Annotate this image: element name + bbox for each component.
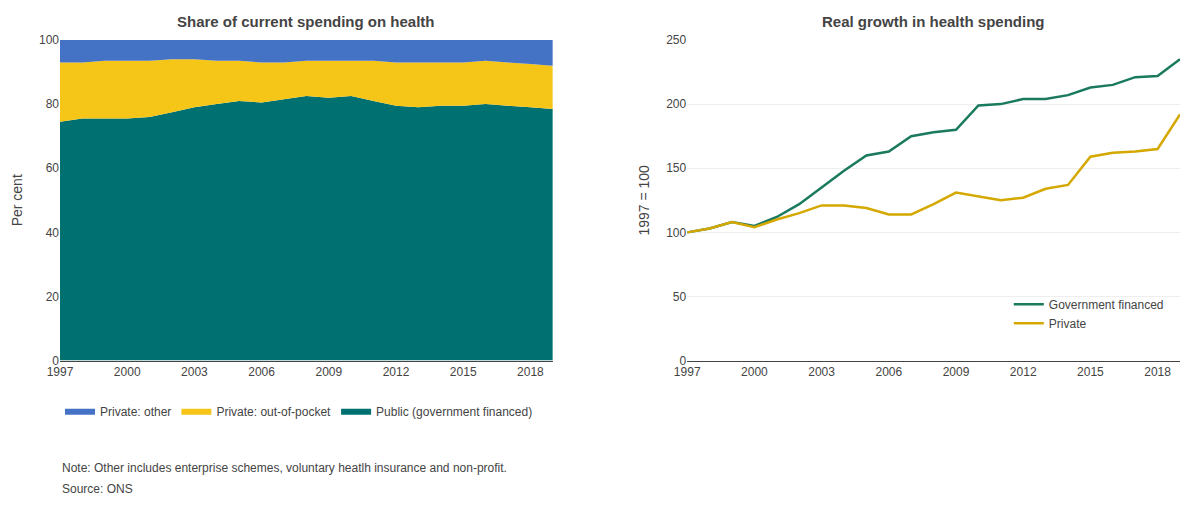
svg-text:2006: 2006 — [248, 365, 275, 379]
svg-text:80: 80 — [46, 97, 60, 111]
svg-text:Private: other: Private: other — [100, 405, 171, 419]
svg-text:50: 50 — [673, 290, 687, 304]
svg-text:2003: 2003 — [808, 365, 835, 379]
svg-text:Share of current spending on h: Share of current spending on health — [177, 13, 435, 30]
svg-text:200: 200 — [666, 97, 686, 111]
svg-text:Real growth in health spending: Real growth in health spending — [822, 13, 1045, 30]
svg-text:100: 100 — [39, 33, 59, 47]
svg-text:2003: 2003 — [181, 365, 208, 379]
svg-text:0: 0 — [52, 354, 59, 368]
svg-text:2012: 2012 — [1010, 365, 1037, 379]
svg-text:1997: 1997 — [47, 365, 74, 379]
svg-text:2012: 2012 — [383, 365, 410, 379]
svg-text:150: 150 — [666, 161, 686, 175]
svg-text:40: 40 — [46, 226, 60, 240]
svg-text:20: 20 — [46, 290, 60, 304]
svg-text:Public (government financed): Public (government financed) — [376, 405, 532, 419]
svg-text:1997 = 100: 1997 = 100 — [636, 165, 652, 236]
svg-text:1997: 1997 — [674, 365, 701, 379]
svg-text:Government financed: Government financed — [1049, 298, 1164, 312]
svg-text:2015: 2015 — [450, 365, 477, 379]
svg-text:60: 60 — [46, 161, 60, 175]
svg-text:Source: ONS: Source: ONS — [62, 482, 133, 496]
svg-text:Private: Private — [1049, 317, 1087, 331]
svg-text:2015: 2015 — [1077, 365, 1104, 379]
svg-text:100: 100 — [666, 226, 686, 240]
svg-text:2009: 2009 — [315, 365, 342, 379]
svg-text:Note: Other includes enterpris: Note: Other includes enterprise schemes,… — [62, 461, 507, 475]
svg-text:2018: 2018 — [517, 365, 544, 379]
svg-text:2000: 2000 — [114, 365, 141, 379]
svg-text:2000: 2000 — [741, 365, 768, 379]
svg-text:Private: out-of-pocket: Private: out-of-pocket — [216, 405, 331, 419]
svg-text:250: 250 — [666, 33, 686, 47]
svg-text:2009: 2009 — [943, 365, 970, 379]
svg-text:2018: 2018 — [1144, 365, 1171, 379]
svg-text:Per cent: Per cent — [9, 174, 25, 226]
svg-text:2006: 2006 — [875, 365, 902, 379]
svg-text:0: 0 — [680, 354, 687, 368]
